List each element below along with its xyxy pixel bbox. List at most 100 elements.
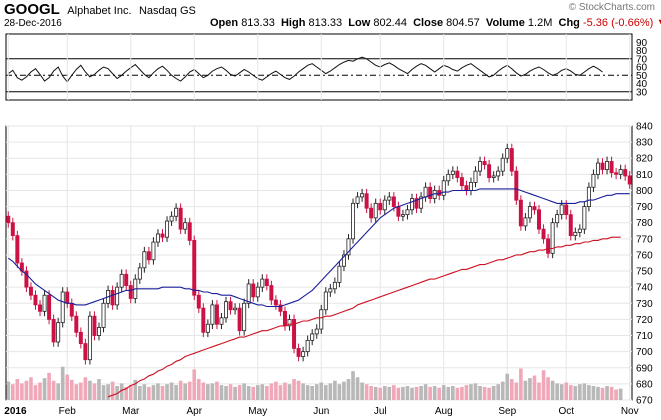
candle-body (128, 285, 133, 299)
volume-bar (69, 379, 74, 400)
volume-bar (423, 384, 428, 400)
volume-bar (346, 379, 351, 400)
volume-bar (428, 386, 432, 400)
candle-body (78, 331, 83, 344)
candle-body (527, 206, 532, 219)
volume-bar (29, 377, 33, 400)
volume-bar (178, 380, 183, 400)
volume-bar (56, 383, 60, 400)
price-tick-label: 730 (636, 299, 653, 310)
candle-body (627, 175, 632, 185)
x-tick-label: May (248, 406, 267, 417)
candle-body (305, 339, 310, 353)
price-tick-label: 700 (636, 347, 653, 358)
volume-bar (79, 382, 83, 400)
price-tick-label: 780 (636, 218, 653, 229)
rsi-line (8, 56, 603, 83)
candle-body (614, 172, 619, 175)
price-tick-label: 840 (636, 122, 653, 133)
candle-body (591, 173, 596, 188)
candle-body (115, 286, 120, 306)
candle-body (33, 294, 38, 306)
volume-bar (564, 382, 569, 400)
candle-body (400, 214, 405, 217)
volume-bar (500, 381, 505, 400)
candle-body (364, 193, 369, 209)
candle-body (160, 233, 165, 238)
volume-bar (496, 384, 500, 400)
volume-bar (296, 380, 301, 400)
x-tick-label: 2016 (4, 406, 27, 417)
candle-body (205, 323, 210, 333)
volume-bar (24, 380, 29, 400)
candle-body (219, 317, 224, 325)
candle-body (255, 286, 260, 298)
volume-bar (274, 381, 278, 400)
volume-bar (10, 384, 15, 400)
volume-bar (323, 385, 328, 400)
volume-bar (187, 381, 192, 400)
volume-bar (42, 378, 47, 400)
x-tick-label: Oct (558, 406, 574, 417)
candle-body (532, 206, 537, 211)
volume-bar (614, 389, 618, 400)
volume-bar (251, 386, 256, 400)
ticker-symbol: GOOGL (4, 1, 60, 18)
candle-body (287, 319, 292, 327)
candle-body (373, 202, 378, 219)
volume-bar (469, 384, 473, 400)
volume-bar (20, 383, 24, 400)
volume-bar (587, 385, 591, 400)
volume-bar (301, 383, 305, 400)
candle-body (282, 310, 287, 327)
volume-bar (196, 379, 201, 400)
rsi-tick-label: 50 (636, 71, 648, 82)
ma50-line (7, 188, 630, 308)
candle-body (387, 196, 392, 201)
volume-bar (233, 386, 237, 400)
candle-body (87, 315, 92, 361)
candle-body (573, 231, 578, 236)
volume-bar (519, 368, 523, 400)
candle-body (60, 291, 65, 324)
volume-bar (278, 385, 283, 400)
candle-body (119, 273, 124, 288)
candle-body (518, 199, 523, 227)
volume-bar (532, 375, 537, 400)
volume-bar (142, 384, 147, 400)
volume-bar (192, 369, 197, 400)
candle-body (568, 214, 573, 237)
volume-bar (528, 378, 532, 400)
candle-body (428, 186, 433, 199)
candle-body (74, 315, 79, 333)
price-tick-label: 680 (636, 379, 653, 390)
candle-body (577, 228, 582, 233)
candle-body (332, 281, 337, 290)
volume-bar (568, 385, 573, 400)
volume-bar (432, 386, 437, 400)
volume-bar (319, 382, 324, 400)
volume-bar (224, 386, 228, 400)
volume-bar (128, 385, 133, 400)
candle-body (450, 170, 455, 175)
candle-body (559, 204, 564, 216)
candle-body (423, 186, 428, 198)
close-value: 804.57 (446, 17, 480, 29)
x-tick-label: Mar (122, 406, 140, 417)
volume-bar (451, 386, 455, 400)
candle-body (455, 170, 460, 178)
candle-body (174, 207, 179, 217)
volume-bar (206, 384, 210, 400)
price-tick-label: 820 (636, 154, 653, 165)
volume-bar (523, 380, 528, 400)
open-value: 813.33 (241, 17, 275, 29)
volume-bar (550, 380, 555, 400)
volume-bar (473, 383, 478, 400)
x-tick-label: Jun (313, 406, 329, 417)
candle-body (169, 215, 174, 222)
volume-bar (215, 381, 219, 400)
volume-bar (618, 388, 623, 400)
candle-body (264, 278, 269, 286)
rsi-tick-label: 80 (636, 46, 648, 57)
candle-body (97, 327, 101, 336)
